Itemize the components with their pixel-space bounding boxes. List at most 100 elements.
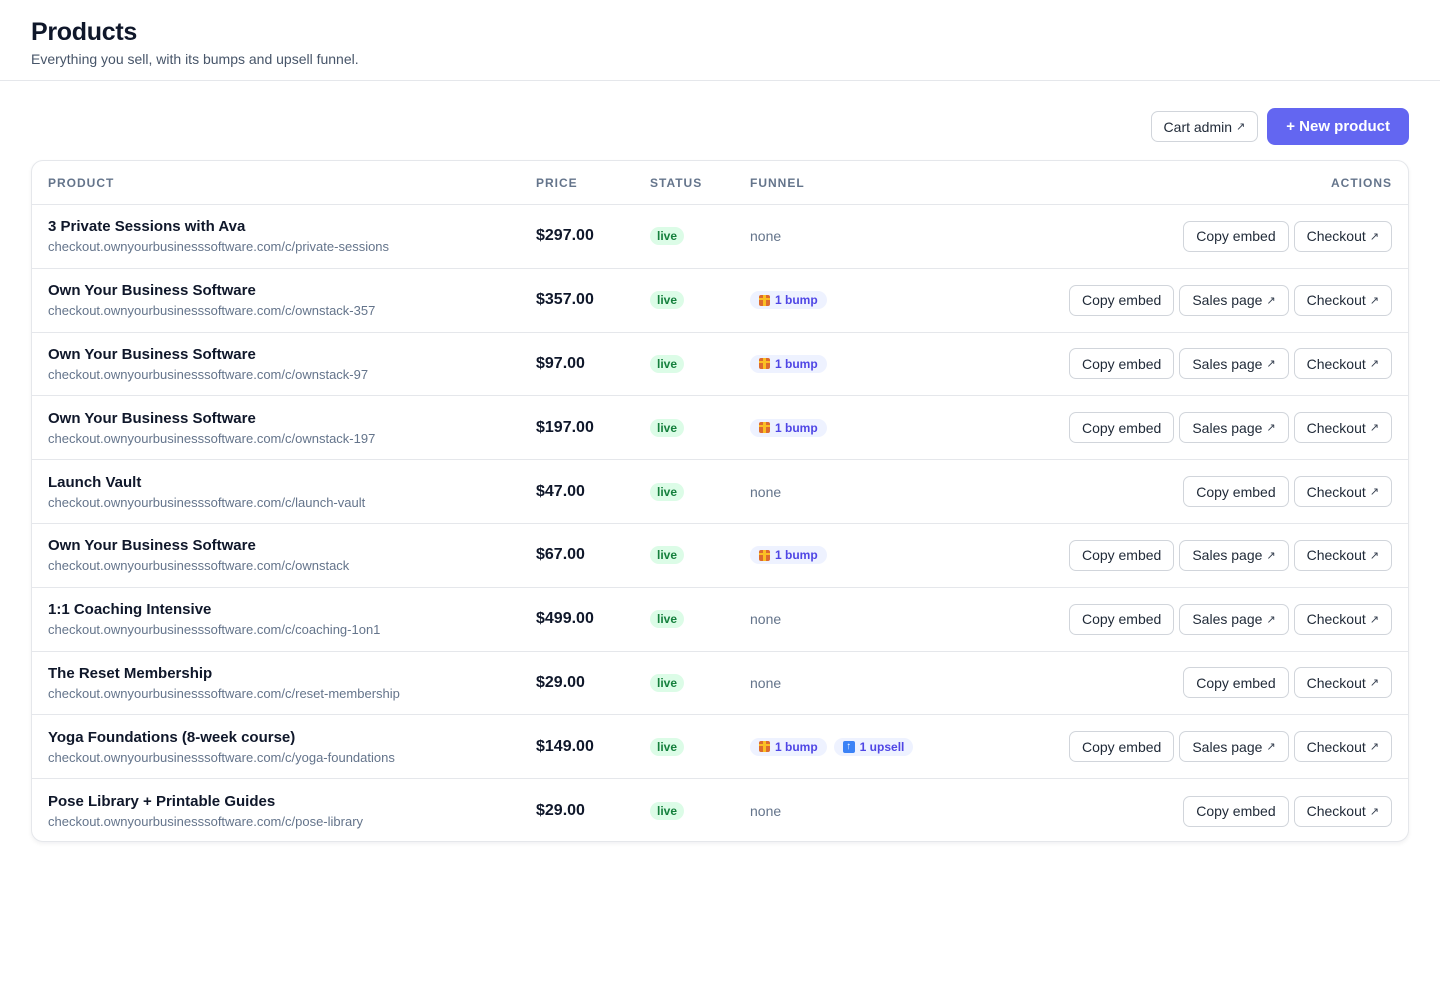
product-name: Yoga Foundations (8-week course): [48, 728, 296, 746]
checkout-label: Checkout: [1306, 483, 1366, 500]
bump-label: 1 bump: [775, 420, 818, 435]
checkout-button[interactable]: Checkout ↗: [1293, 476, 1392, 508]
sales-page-button[interactable]: Sales page ↗: [1179, 603, 1289, 635]
checkout-button[interactable]: Checkout ↗: [1293, 603, 1392, 635]
table-row: Pose Library + Printable Guides checkout…: [32, 779, 1408, 841]
arrow-up-right-icon: ↗: [1266, 549, 1276, 562]
status-cell: live: [650, 546, 685, 565]
status-badge: live: [650, 673, 685, 692]
new-product-button[interactable]: + New product: [1267, 108, 1409, 145]
arrow-up-right-icon: ↗: [1266, 613, 1276, 626]
page-subtitle: Everything you sell, with its bumps and …: [31, 51, 359, 67]
product-price: $149.00: [536, 737, 594, 755]
product-name: Own Your Business Software: [48, 409, 256, 427]
product-cell: Own Your Business Software checkout.owny…: [48, 409, 518, 447]
sales-page-button[interactable]: Sales page ↗: [1179, 412, 1289, 444]
funnel-cell: none: [750, 803, 781, 819]
funnel-none: none: [750, 674, 782, 691]
arrow-up-right-icon: ↗: [1369, 805, 1379, 818]
checkout-button[interactable]: Checkout ↗: [1293, 795, 1392, 827]
arrow-up-right-icon: ↗: [1369, 549, 1379, 562]
gift-icon: [759, 549, 770, 561]
product-name: 3 Private Sessions with Ava: [48, 218, 246, 236]
funnel-cell: none: [750, 228, 781, 244]
product-cell: Pose Library + Printable Guides checkout…: [48, 792, 518, 830]
funnel-cell: 1 bump ↑ 1 upsell: [750, 737, 914, 756]
upsell-chip: ↑ 1 upsell: [833, 737, 914, 756]
sales-page-button[interactable]: Sales page ↗: [1179, 348, 1289, 380]
copy-embed-button[interactable]: Copy embed: [1068, 603, 1175, 635]
sales-page-button[interactable]: Sales page ↗: [1179, 539, 1289, 571]
copy-embed-button[interactable]: Copy embed: [1068, 284, 1175, 316]
table-header: PRODUCT PRICE STATUS FUNNEL ACTIONS: [32, 161, 1408, 205]
bump-label: 1 bump: [775, 548, 818, 563]
bump-label: 1 bump: [775, 293, 818, 308]
bump-chip: 1 bump: [750, 291, 827, 310]
product-price: $67.00: [536, 546, 585, 564]
checkout-button[interactable]: Checkout ↗: [1293, 220, 1392, 252]
product-url: checkout.ownyourbusinesssoftware.com/c/p…: [48, 239, 390, 255]
product-url: checkout.ownyourbusinesssoftware.com/c/o…: [48, 366, 369, 382]
checkout-button[interactable]: Checkout ↗: [1293, 412, 1392, 444]
copy-embed-button[interactable]: Copy embed: [1183, 220, 1289, 252]
product-name: Own Your Business Software: [48, 345, 256, 363]
actions-cell: Copy embed Sales page ↗ Checkout ↗: [1068, 412, 1392, 444]
actions-cell: Copy embed Checkout ↗: [1183, 795, 1392, 827]
sales-page-button[interactable]: Sales page ↗: [1179, 731, 1289, 763]
arrow-up-right-icon: ↗: [1236, 121, 1246, 133]
product-cell: Own Your Business Software checkout.owny…: [48, 536, 518, 574]
product-url: checkout.ownyourbusinesssoftware.com/c/o…: [48, 558, 350, 574]
copy-embed-button[interactable]: Copy embed: [1068, 348, 1175, 380]
status-cell: live: [650, 354, 685, 373]
checkout-button[interactable]: Checkout ↗: [1293, 348, 1392, 380]
product-url: checkout.ownyourbusinesssoftware.com/c/l…: [48, 494, 366, 510]
product-url: checkout.ownyourbusinesssoftware.com/c/o…: [48, 303, 376, 319]
gift-icon: [759, 741, 770, 753]
product-price: $297.00: [536, 227, 594, 245]
bump-chip: 1 bump: [750, 418, 827, 437]
checkout-label: Checkout: [1306, 292, 1366, 309]
copy-embed-button[interactable]: Copy embed: [1183, 795, 1289, 827]
upsell-arrow-icon: ↑: [842, 740, 855, 753]
table-row: Launch Vault checkout.ownyourbusinesssof…: [32, 460, 1408, 524]
product-name: 1:1 Coaching Intensive: [48, 601, 212, 619]
checkout-button[interactable]: Checkout ↗: [1293, 667, 1392, 699]
cart-admin-button[interactable]: Cart admin ↗: [1150, 111, 1259, 142]
actions-cell: Copy embed Checkout ↗: [1183, 667, 1392, 699]
product-name: Own Your Business Software: [48, 282, 256, 300]
product-price: $29.00: [536, 802, 585, 820]
arrow-up-right-icon: ↗: [1369, 677, 1379, 690]
status-badge: live: [650, 227, 685, 246]
funnel-none: none: [750, 228, 782, 245]
status-badge: live: [650, 546, 685, 565]
sales-page-label: Sales page: [1192, 292, 1263, 309]
status-badge: live: [650, 610, 685, 629]
checkout-label: Checkout: [1306, 228, 1366, 245]
copy-embed-button[interactable]: Copy embed: [1068, 412, 1175, 444]
copy-embed-button[interactable]: Copy embed: [1068, 539, 1175, 571]
product-url: checkout.ownyourbusinesssoftware.com/c/y…: [48, 749, 395, 765]
checkout-button[interactable]: Checkout ↗: [1293, 284, 1392, 316]
checkout-label: Checkout: [1306, 738, 1366, 755]
status-badge: live: [650, 291, 685, 310]
funnel-cell: none: [750, 675, 781, 691]
sales-page-button[interactable]: Sales page ↗: [1179, 284, 1289, 316]
status-badge: live: [650, 482, 685, 501]
gift-icon: [759, 422, 770, 434]
status-badge: live: [650, 418, 685, 437]
copy-embed-button[interactable]: Copy embed: [1183, 476, 1289, 508]
bump-label: 1 bump: [775, 356, 818, 371]
arrow-up-right-icon: ↗: [1266, 422, 1276, 435]
checkout-button[interactable]: Checkout ↗: [1293, 731, 1392, 763]
checkout-button[interactable]: Checkout ↗: [1293, 539, 1392, 571]
toolbar: Cart admin ↗ + New product: [1150, 108, 1409, 145]
copy-embed-button[interactable]: Copy embed: [1183, 667, 1289, 699]
arrow-up-right-icon: ↗: [1369, 486, 1379, 499]
funnel-none: none: [750, 803, 782, 820]
status-badge: live: [650, 802, 685, 821]
product-price: $47.00: [536, 482, 585, 500]
table-row: Own Your Business Software checkout.owny…: [32, 333, 1408, 397]
actions-cell: Copy embed Checkout ↗: [1183, 476, 1392, 508]
copy-embed-button[interactable]: Copy embed: [1068, 731, 1175, 763]
arrow-up-right-icon: ↗: [1369, 294, 1379, 307]
